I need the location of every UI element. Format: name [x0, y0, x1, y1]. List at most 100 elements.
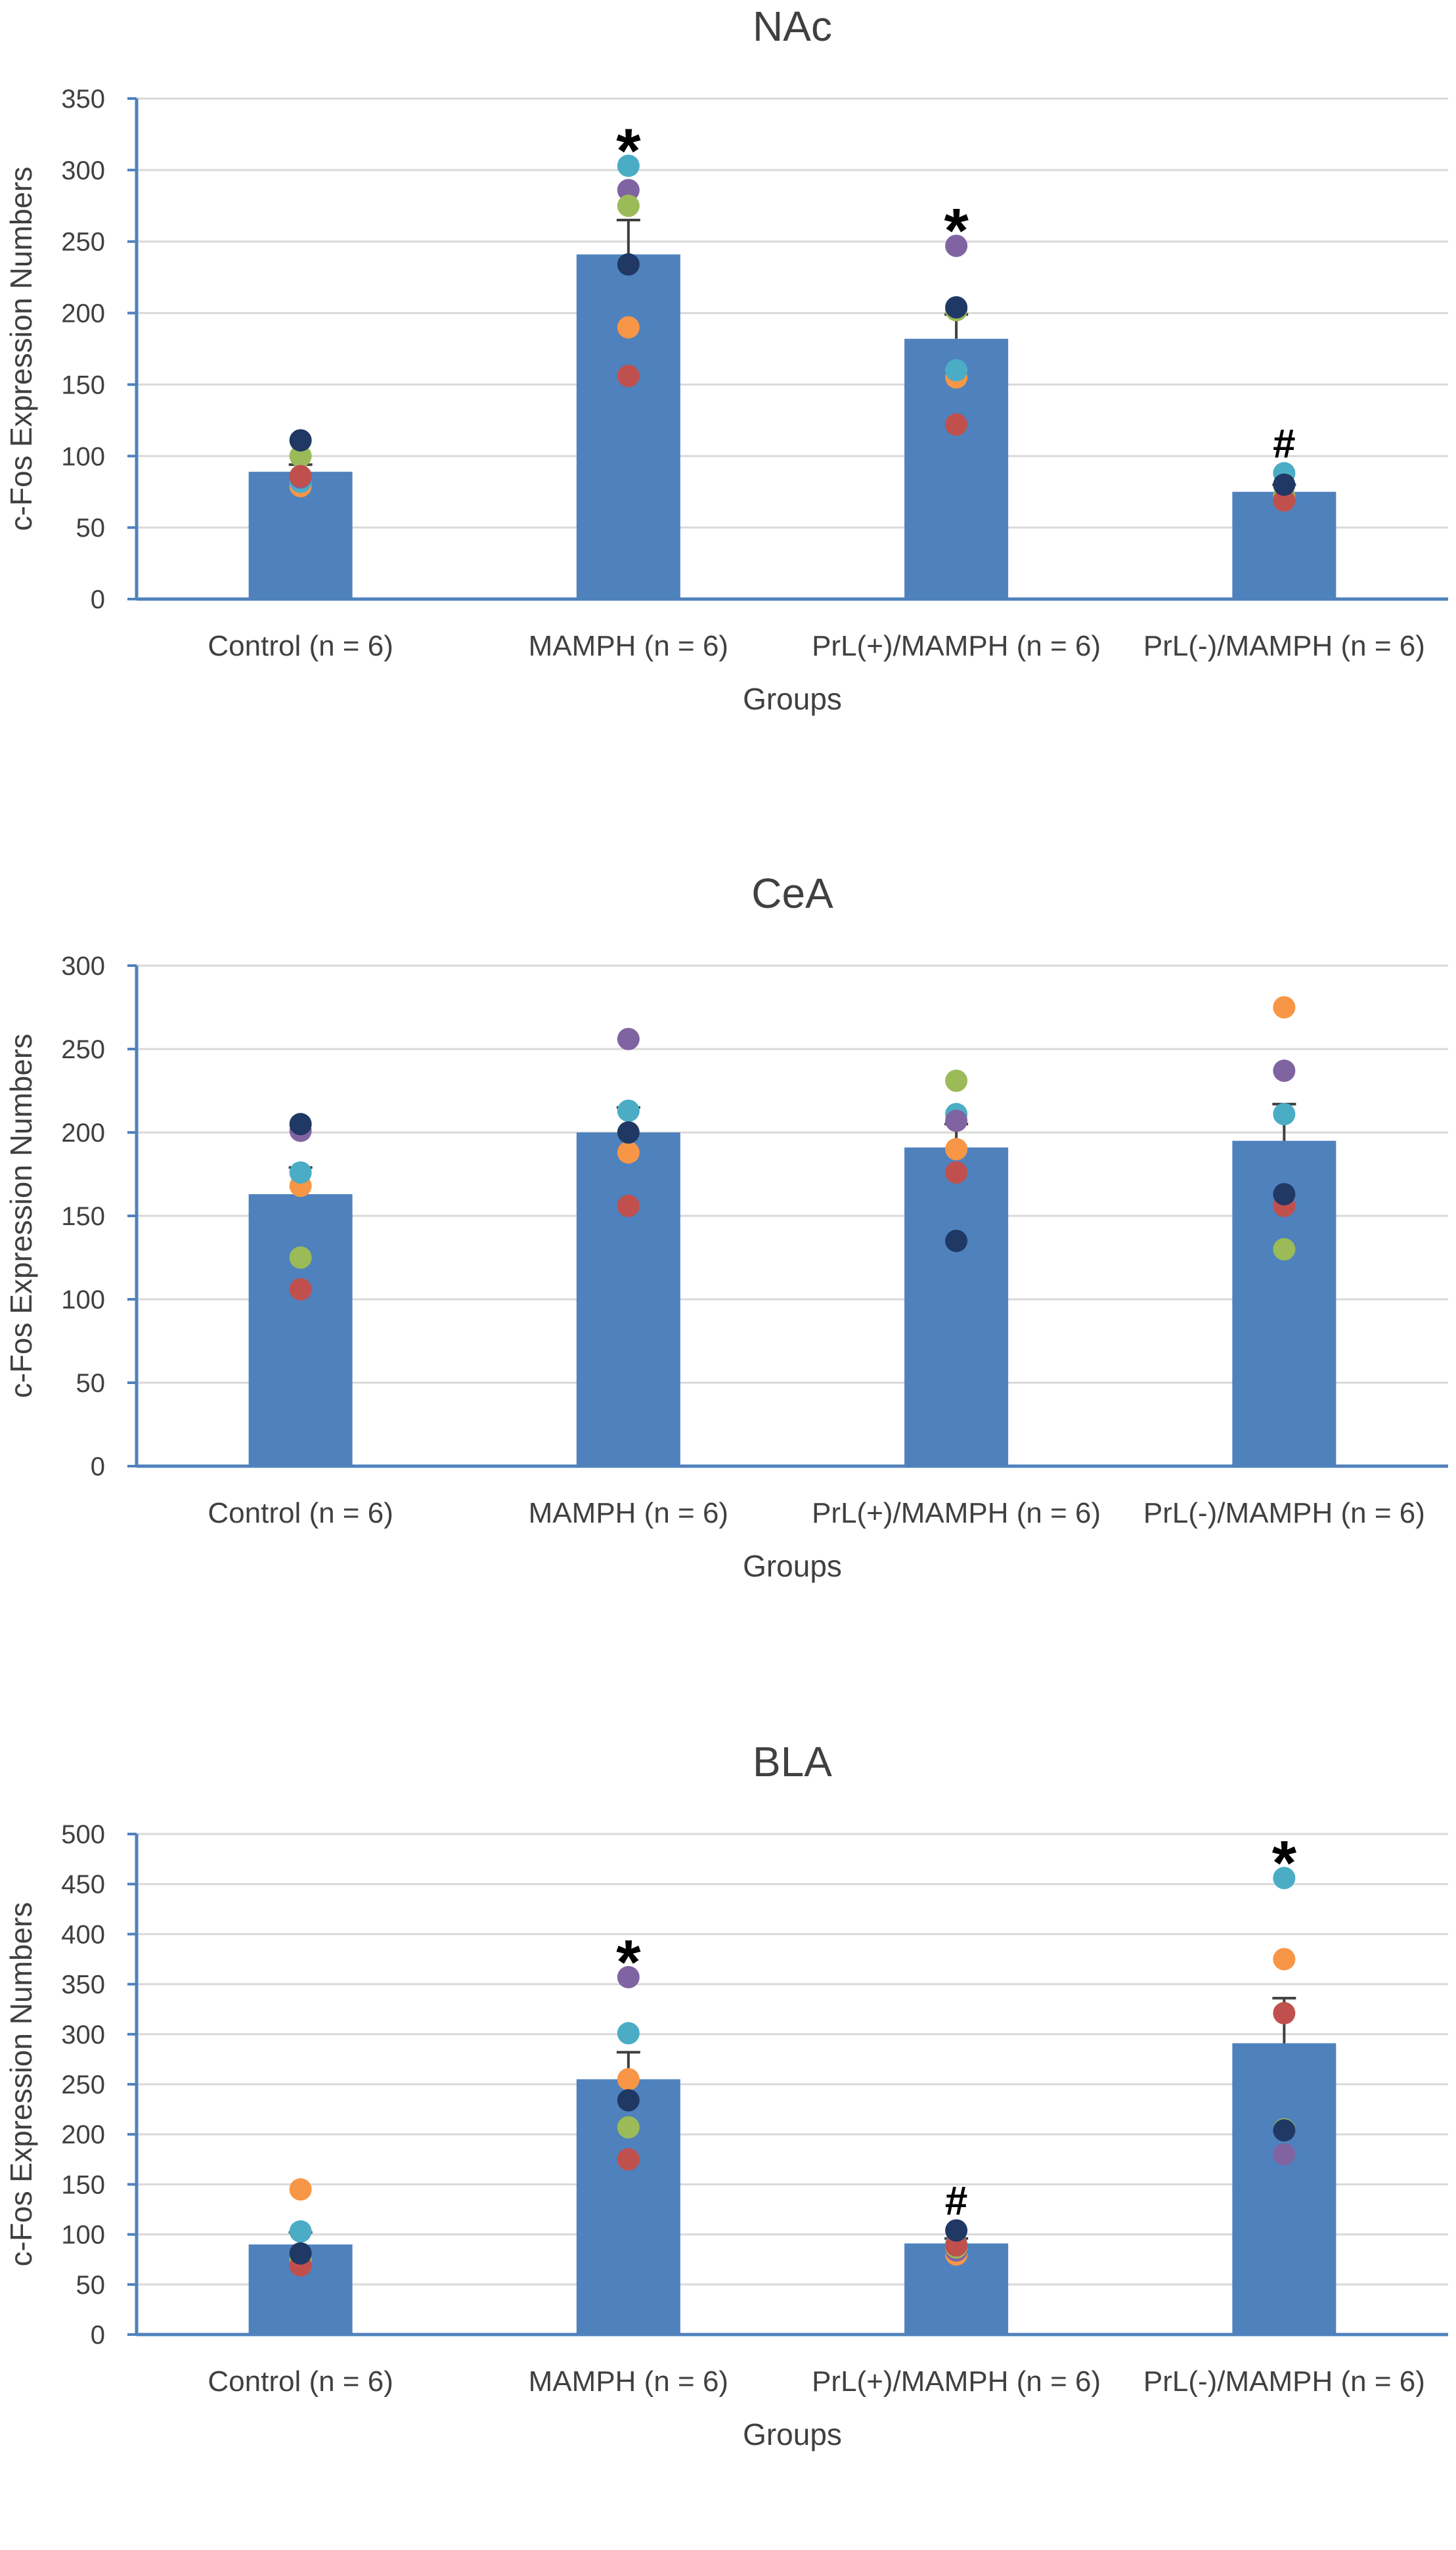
bla-ytick-label: 350	[61, 1971, 105, 2000]
bla-significance-marker: #	[945, 2179, 967, 2224]
bla-data-point	[1273, 2143, 1296, 2166]
nac-ytick-label: 0	[91, 585, 105, 614]
chart-bla-svg: BLA 0 50 100 150 200 250 300 350 400 450 500 c-Fos E…	[4, 1738, 1448, 2451]
bla-data-point	[617, 2068, 640, 2091]
chart-nac: NAc 0 50 100 150 200 250 300 350 c-Fos Expression…	[0, 0, 1456, 815]
nac-bar	[576, 254, 680, 599]
nac-category-label: Control (n = 6)	[208, 630, 393, 662]
cea-data-point	[1273, 1182, 1296, 1205]
bla-ytick-label: 500	[61, 1820, 105, 1849]
bla-data-point	[289, 2178, 312, 2201]
nac-data-point	[289, 445, 312, 468]
bla-ytick-label: 100	[61, 2221, 105, 2250]
chart-cea: CeA 0 50 100 150 200 250 300 c-Fos Expression Nu…	[0, 867, 1456, 1682]
cea-bar	[904, 1147, 1009, 1466]
nac-ytick-label: 350	[61, 85, 105, 114]
bla-ytick-label: 200	[61, 2120, 105, 2149]
cea-data-point	[1273, 996, 1296, 1019]
bla-title: BLA	[753, 1738, 832, 1785]
nac-category-label: PrL(+)/MAMPH (n = 6)	[812, 630, 1101, 662]
cea-bar	[576, 1132, 680, 1466]
cea-data-point	[289, 1246, 312, 1269]
bla-data-point	[617, 2148, 640, 2171]
chart-nac-svg: NAc 0 50 100 150 200 250 300 350 c-Fos Expression…	[4, 3, 1448, 716]
cea-category-label: PrL(-)/MAMPH (n = 6)	[1143, 1497, 1425, 1529]
nac-significance-marker: *	[616, 116, 641, 186]
cea-data-point	[1273, 1238, 1296, 1261]
cea-ytick-label: 200	[61, 1119, 105, 1148]
cea-data-point	[945, 1161, 968, 1184]
cea-data-point	[289, 1161, 312, 1184]
nac-data-point	[945, 235, 968, 257]
bla-ytick-label: 0	[91, 2321, 105, 2350]
bla-data-point	[289, 2242, 312, 2265]
bla-data-point	[617, 2022, 640, 2045]
nac-data-point	[617, 179, 640, 202]
cea-ytick-label: 100	[61, 1286, 105, 1314]
cea-data-point	[617, 1099, 640, 1122]
bla-xlabel: Groups	[743, 2417, 842, 2451]
nac-ytick-label: 250	[61, 228, 105, 257]
cea-data-point	[617, 1121, 640, 1144]
cea-data-point	[945, 1109, 968, 1132]
cea-ylabel: c-Fos Expression Numbers	[4, 1034, 38, 1398]
nac-ytick-label: 150	[61, 370, 105, 399]
cea-data-point	[617, 1027, 640, 1050]
chart-bla: BLA 0 50 100 150 200 250 300 350 400 450 500 c-Fos E…	[0, 1735, 1456, 2550]
bla-data-point	[617, 2089, 640, 2112]
cea-data-point	[945, 1069, 968, 1092]
nac-data-point	[1273, 473, 1296, 496]
cea-data-point	[289, 1278, 312, 1301]
nac-category-label: MAMPH (n = 6)	[529, 630, 728, 662]
bla-significance-marker: *	[1272, 1828, 1297, 1898]
bla-data-point	[1273, 2002, 1296, 2024]
bla-ytick-label: 450	[61, 1870, 105, 1899]
nac-data-point	[617, 365, 640, 388]
nac-data-point	[289, 464, 312, 487]
nac-ytick-label: 200	[61, 300, 105, 328]
bla-ylabel: c-Fos Expression Numbers	[4, 1902, 38, 2267]
bla-category-label: PrL(+)/MAMPH (n = 6)	[812, 2365, 1101, 2398]
nac-data-point	[289, 429, 312, 452]
nac-data-point	[617, 154, 640, 177]
nac-significance-marker: *	[944, 196, 969, 266]
chart-cea-svg: CeA 0 50 100 150 200 250 300 c-Fos Expression Nu…	[4, 870, 1448, 1583]
cea-ytick-label: 250	[61, 1035, 105, 1064]
nac-data-point	[945, 413, 968, 436]
nac-data-point	[617, 316, 640, 339]
bla-data-point	[617, 2116, 640, 2139]
bla-data-point	[617, 1965, 640, 1988]
cea-data-point	[945, 1138, 968, 1161]
cea-xlabel: Groups	[743, 1549, 842, 1583]
nac-data-point	[617, 194, 640, 217]
bla-data-point	[1273, 2119, 1296, 2142]
cea-data-point	[617, 1141, 640, 1164]
cea-data-point	[289, 1113, 312, 1136]
nac-data-point	[617, 253, 640, 276]
bla-data-point	[289, 2220, 312, 2243]
bla-ytick-label: 400	[61, 1920, 105, 1949]
cea-ytick-label: 150	[61, 1202, 105, 1231]
bla-bar	[1232, 2043, 1336, 2335]
cea-category-label: MAMPH (n = 6)	[529, 1497, 728, 1529]
bla-category-label: Control (n = 6)	[208, 2365, 393, 2398]
nac-ytick-label: 100	[61, 442, 105, 471]
nac-xlabel: Groups	[743, 682, 842, 716]
bla-ytick-label: 150	[61, 2170, 105, 2199]
bla-category-label: MAMPH (n = 6)	[529, 2365, 728, 2398]
nac-data-point	[945, 359, 968, 382]
cea-data-point	[1273, 1103, 1296, 1126]
bla-data-point	[1273, 1867, 1296, 1890]
nac-data-point	[1273, 489, 1296, 512]
cea-ytick-label: 0	[91, 1452, 105, 1481]
bla-significance-marker: *	[616, 1927, 641, 1998]
cea-data-point	[1273, 1060, 1296, 1083]
bla-ytick-label: 250	[61, 2070, 105, 2099]
nac-category-label: PrL(-)/MAMPH (n = 6)	[1143, 630, 1425, 662]
cea-category-label: PrL(+)/MAMPH (n = 6)	[812, 1497, 1101, 1529]
bla-ytick-label: 50	[76, 2271, 106, 2300]
bla-ytick-label: 300	[61, 2021, 105, 2049]
cea-ytick-label: 50	[76, 1369, 106, 1398]
nac-data-point	[945, 296, 968, 319]
cea-title: CeA	[751, 870, 833, 917]
